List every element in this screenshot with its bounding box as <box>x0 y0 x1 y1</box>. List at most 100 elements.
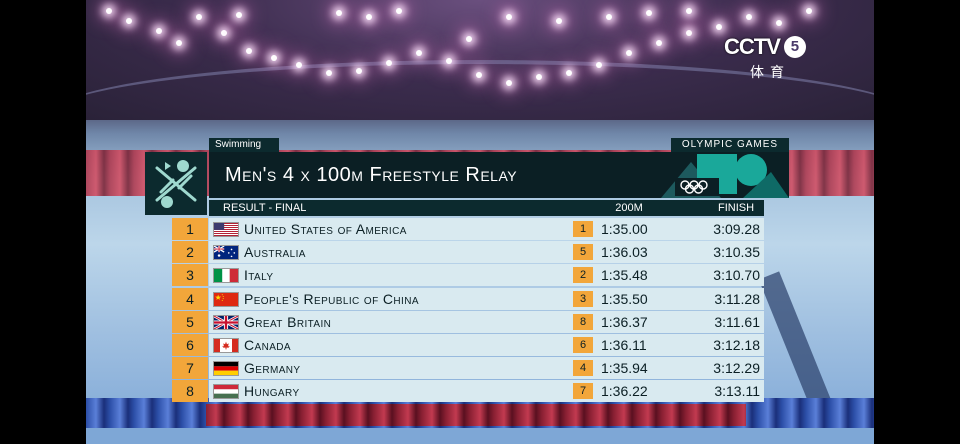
arena-light <box>196 14 202 20</box>
letterbox-right <box>874 0 960 444</box>
lane-rope-bottom-red <box>206 404 746 426</box>
arena-light <box>246 48 252 54</box>
result-row: 6 Canada 6 1:36.11 3:12.18 <box>172 334 764 356</box>
result-row: 8 Hungary 7 1:36.22 3:13.11 <box>172 380 764 403</box>
rank-number: 8 <box>172 380 208 403</box>
arena-light <box>386 60 392 66</box>
result-row: 1 United States of America 1 1:35.00 3:09.28 <box>172 218 764 240</box>
arena-light <box>356 68 362 74</box>
swimming-pictogram-icon <box>145 152 207 215</box>
split-time: 1:36.37 <box>601 313 648 330</box>
results-header: RESULT - FINAL 200M FINISH <box>209 200 764 216</box>
result-row-body: Australia 5 1:36.03 3:10.35 <box>209 241 764 264</box>
split-time: 1:35.50 <box>601 290 648 307</box>
channel-subtitle: 体育 <box>750 64 790 80</box>
arena-light <box>416 50 422 56</box>
olympic-games-tag: OLYMPIC GAMES <box>671 138 789 152</box>
rank-number: 3 <box>172 264 208 287</box>
arena-light <box>806 8 812 14</box>
country-name: Germany <box>244 360 301 377</box>
finish-time: 3:12.29 <box>713 360 760 377</box>
split-rank-badge: 1 <box>573 221 593 237</box>
split-time: 1:35.48 <box>601 267 648 284</box>
split-column-header: 200M <box>615 202 643 214</box>
result-row-body: Hungary 7 1:36.22 3:13.11 <box>209 380 764 403</box>
split-rank-badge: 6 <box>573 337 593 353</box>
event-title: Men's 4 x 100m Freestyle Relay <box>225 164 518 186</box>
finish-time: 3:13.11 <box>714 383 760 400</box>
arena-light <box>716 24 722 30</box>
finish-time: 3:09.28 <box>713 221 760 237</box>
split-time: 1:35.00 <box>601 221 648 237</box>
country-name: Great Britain <box>244 313 332 330</box>
cctv-logo-text: CCTV <box>724 34 781 59</box>
split-rank-badge: 4 <box>573 360 593 377</box>
arena-light <box>396 8 402 14</box>
rank-number: 6 <box>172 334 208 356</box>
arena-light <box>506 80 512 86</box>
result-row-body: Canada 6 1:36.11 3:12.18 <box>209 334 764 356</box>
arena-light <box>366 14 372 20</box>
italy-flag <box>213 268 239 284</box>
arena-light <box>506 14 512 20</box>
finish-time: 3:10.35 <box>713 244 760 261</box>
usa-flag <box>213 222 239 237</box>
arena-light <box>656 40 662 46</box>
finish-time: 3:10.70 <box>713 267 760 284</box>
split-time: 1:36.03 <box>601 244 648 261</box>
hungary-flag <box>213 384 239 400</box>
arena-light <box>236 12 242 18</box>
split-rank-badge: 7 <box>573 383 593 400</box>
result-row-body: United States of America 1 1:35.00 3:09.28 <box>209 218 764 240</box>
country-name: Canada <box>244 337 291 353</box>
rank-number: 1 <box>172 218 208 240</box>
water-surface <box>86 428 874 444</box>
arena-light <box>776 20 782 26</box>
split-time: 1:36.11 <box>601 337 647 353</box>
canada-flag <box>213 338 239 353</box>
result-row: 5 Great Britain 8 1:36.37 3:11.61 <box>172 310 764 333</box>
country-name: Australia <box>244 244 306 261</box>
finish-time: 3:12.18 <box>713 337 760 353</box>
arena-light <box>446 58 452 64</box>
channel-number: 5 <box>783 36 806 58</box>
arena-light <box>606 14 612 20</box>
arena-light <box>686 30 692 36</box>
arena-light <box>596 62 602 68</box>
great-britain-flag <box>213 314 239 330</box>
arena-light <box>476 72 482 78</box>
finish-time: 3:11.28 <box>714 290 760 307</box>
rank-number: 7 <box>172 357 208 380</box>
arena-light <box>221 30 227 36</box>
country-name: Italy <box>244 267 274 284</box>
result-row: 3 Italy 2 1:35.48 3:10.70 <box>172 264 764 287</box>
result-row-body: Great Britain 8 1:36.37 3:11.61 <box>209 310 764 333</box>
split-time: 1:35.94 <box>601 360 648 377</box>
result-row: 7 Germany 4 1:35.94 3:12.29 <box>172 357 764 380</box>
olympic-rings-decoration <box>651 152 789 198</box>
result-row-body: People's Republic of China 3 1:35.50 3:11.2… <box>209 287 764 310</box>
arena-light <box>686 8 692 14</box>
arena-light <box>176 40 182 46</box>
arena-light <box>466 36 472 42</box>
result-row: 4 People's Republic of China 3 1:35.50 3:11.… <box>172 287 764 310</box>
letterbox-left <box>0 0 86 444</box>
arena-light <box>746 14 752 20</box>
arena-roof-arc <box>86 60 874 174</box>
arena-light <box>566 70 572 76</box>
broadcaster-logo: CCTV 5 体育 <box>724 34 828 82</box>
split-rank-badge: 3 <box>573 290 593 307</box>
arena-light <box>336 10 342 16</box>
arena-light <box>626 50 632 56</box>
rank-number: 5 <box>172 310 208 333</box>
arena-light <box>326 70 332 76</box>
finish-column-header: FINISH <box>717 202 755 214</box>
result-stage-label: RESULT - FINAL <box>223 202 307 214</box>
country-name: Hungary <box>244 383 300 400</box>
china-flag <box>213 291 239 307</box>
split-time: 1:36.22 <box>601 383 648 400</box>
rank-number: 4 <box>172 287 208 310</box>
australia-flag <box>213 245 239 261</box>
country-name: United States of America <box>244 221 407 237</box>
